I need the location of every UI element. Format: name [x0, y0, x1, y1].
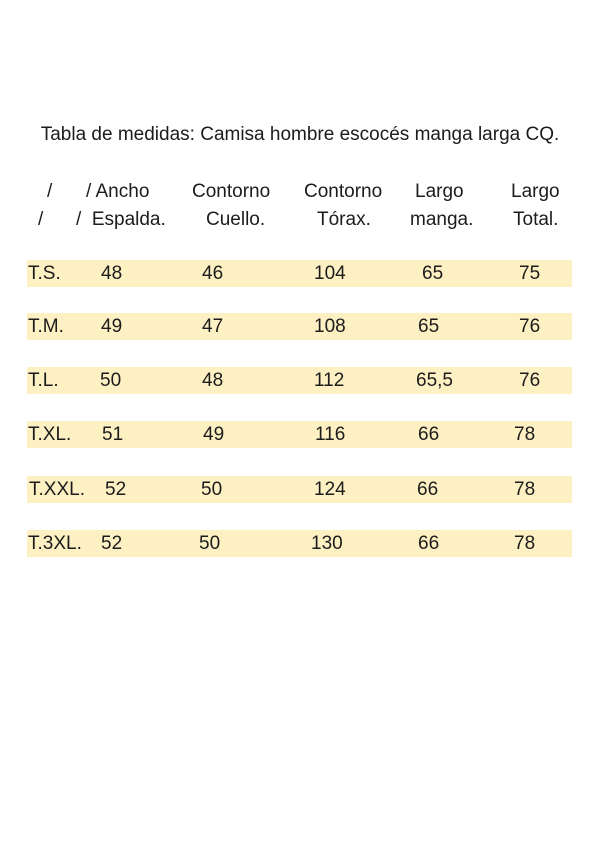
neck-value: 49	[203, 424, 225, 445]
total-length-value: 75	[519, 263, 541, 284]
header-chest-2: Tórax.	[317, 209, 371, 230]
size-label: T.3XL.	[28, 533, 82, 554]
header-chest: Contorno	[304, 181, 383, 202]
header-neck-2: Cuello.	[206, 209, 266, 230]
sleeve-value: 65,5	[416, 370, 453, 391]
total-length-value: 78	[514, 424, 536, 445]
back-width-value: 52	[101, 533, 123, 554]
chest-value: 124	[314, 479, 346, 500]
total-length-value: 76	[519, 370, 541, 391]
chest-value: 112	[314, 370, 345, 391]
header-size-marker-2: /	[38, 209, 44, 230]
table-row: T.S. 48 46 104 65 75	[27, 260, 572, 287]
table-row: T.XL. 51 49 116 66 78	[27, 421, 572, 448]
total-length-value: 78	[514, 533, 536, 554]
neck-value: 50	[199, 533, 221, 554]
header-back-width-2: / Espalda.	[76, 209, 166, 230]
size-label: T.M.	[28, 316, 64, 337]
table-row: T.M. 49 47 108 65 76	[27, 313, 572, 340]
back-width-value: 50	[100, 370, 122, 391]
size-label: T.S.	[28, 263, 61, 284]
back-width-value: 49	[101, 316, 123, 337]
table-row: T.XXL. 52 50 124 66 78	[27, 476, 572, 503]
back-width-value: 48	[101, 263, 123, 284]
sleeve-value: 66	[417, 479, 439, 500]
chest-value: 116	[315, 424, 346, 445]
header-back-width: / Ancho	[86, 181, 150, 202]
chest-value: 104	[314, 263, 346, 284]
header-neck: Contorno	[192, 181, 271, 202]
neck-value: 48	[202, 370, 224, 391]
header-sleeve-length: Largo	[415, 181, 464, 202]
size-label: T.L.	[28, 370, 59, 391]
total-length-value: 76	[519, 316, 541, 337]
header-size-marker: /	[47, 181, 53, 202]
neck-value: 50	[201, 479, 223, 500]
table-row: T.3XL. 52 50 130 66 78	[27, 530, 572, 557]
back-width-value: 52	[105, 479, 127, 500]
back-width-value: 51	[102, 424, 124, 445]
total-length-value: 78	[514, 479, 536, 500]
sleeve-value: 66	[418, 424, 440, 445]
neck-value: 47	[202, 316, 224, 337]
sleeve-value: 66	[418, 533, 440, 554]
header-sleeve-length-2: manga.	[410, 209, 474, 230]
sleeve-value: 65	[422, 263, 444, 284]
neck-value: 46	[202, 263, 224, 284]
header-total-length: Largo	[511, 181, 560, 202]
sleeve-value: 65	[418, 316, 440, 337]
chest-value: 130	[311, 533, 343, 554]
table-row: T.L. 50 48 112 65,5 76	[27, 367, 572, 394]
chest-value: 108	[314, 316, 346, 337]
header-total-length-2: Total.	[513, 209, 559, 230]
size-label: T.XXL.	[29, 479, 85, 500]
size-label: T.XL.	[28, 424, 72, 445]
page-title: Tabla de medidas: Camisa hombre escocés …	[40, 124, 560, 145]
